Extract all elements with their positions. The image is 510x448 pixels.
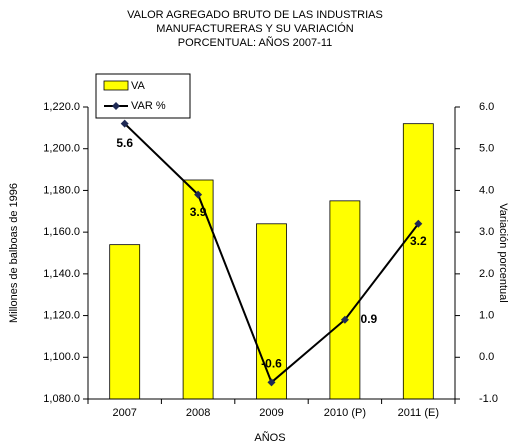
bar xyxy=(182,179,214,400)
title-line: MANUFACTURERAS Y SU VARIACIÓN xyxy=(156,22,353,35)
x-tick-label: 2010 (P) xyxy=(324,407,366,419)
bar xyxy=(109,244,141,400)
bar xyxy=(256,223,287,400)
y2-tick-label: 4.0 xyxy=(479,184,494,196)
bar xyxy=(329,200,361,400)
x-tick-label: 2007 xyxy=(112,407,136,419)
y-tick-label: 1,200.0 xyxy=(43,143,80,155)
bar xyxy=(402,123,434,400)
legend-swatch xyxy=(103,80,129,91)
y2-tick-label: 5.0 xyxy=(479,143,494,155)
y-tick-label: 1,220.0 xyxy=(43,101,80,113)
y2-tick-label: 0.0 xyxy=(479,351,494,363)
y2-tick-label: -1.0 xyxy=(479,393,498,405)
value-label: -0.6 xyxy=(261,356,282,370)
x-axis-label: AÑOS xyxy=(254,431,285,444)
y2-tick-label: 1.0 xyxy=(479,309,494,321)
y2-axis-label: Variación porcentual xyxy=(497,203,509,302)
legend-marker xyxy=(112,102,120,110)
y2-tick-label: 2.0 xyxy=(479,268,494,280)
marker xyxy=(340,315,349,324)
y-tick-label: 1,120.0 xyxy=(43,309,80,321)
y-tick-label: 1,160.0 xyxy=(43,226,80,238)
value-label: 3.9 xyxy=(190,205,207,219)
y-axis-label: Millones de balboas de 1996 xyxy=(8,183,20,323)
marker xyxy=(267,378,276,387)
y-tick-label: 1,180.0 xyxy=(43,184,80,196)
marker xyxy=(120,119,129,128)
y2-tick-label: 6.0 xyxy=(479,101,494,113)
marker xyxy=(194,190,203,199)
value-label: 0.9 xyxy=(361,312,378,326)
x-tick-label: 2011 (E) xyxy=(398,407,439,419)
y-tick-label: 1,140.0 xyxy=(43,268,80,280)
legend-label: VAR % xyxy=(131,100,166,112)
x-tick-label: 2008 xyxy=(186,407,210,419)
marker xyxy=(414,219,423,228)
value-label: 3.2 xyxy=(410,234,427,248)
legend-label: VA xyxy=(131,80,146,92)
x-tick-label: 2009 xyxy=(259,407,283,419)
title-line: PORCENTUAL: AÑOS 2007-11 xyxy=(178,36,332,49)
y-tick-label: 1,100.0 xyxy=(43,351,80,363)
y-tick-label: 1,080.0 xyxy=(43,393,80,405)
value-label: 5.6 xyxy=(116,136,133,150)
y2-tick-label: 3.0 xyxy=(479,226,494,238)
title-line: VALOR AGREGADO BRUTO DE LAS INDUSTRIAS xyxy=(127,9,383,21)
